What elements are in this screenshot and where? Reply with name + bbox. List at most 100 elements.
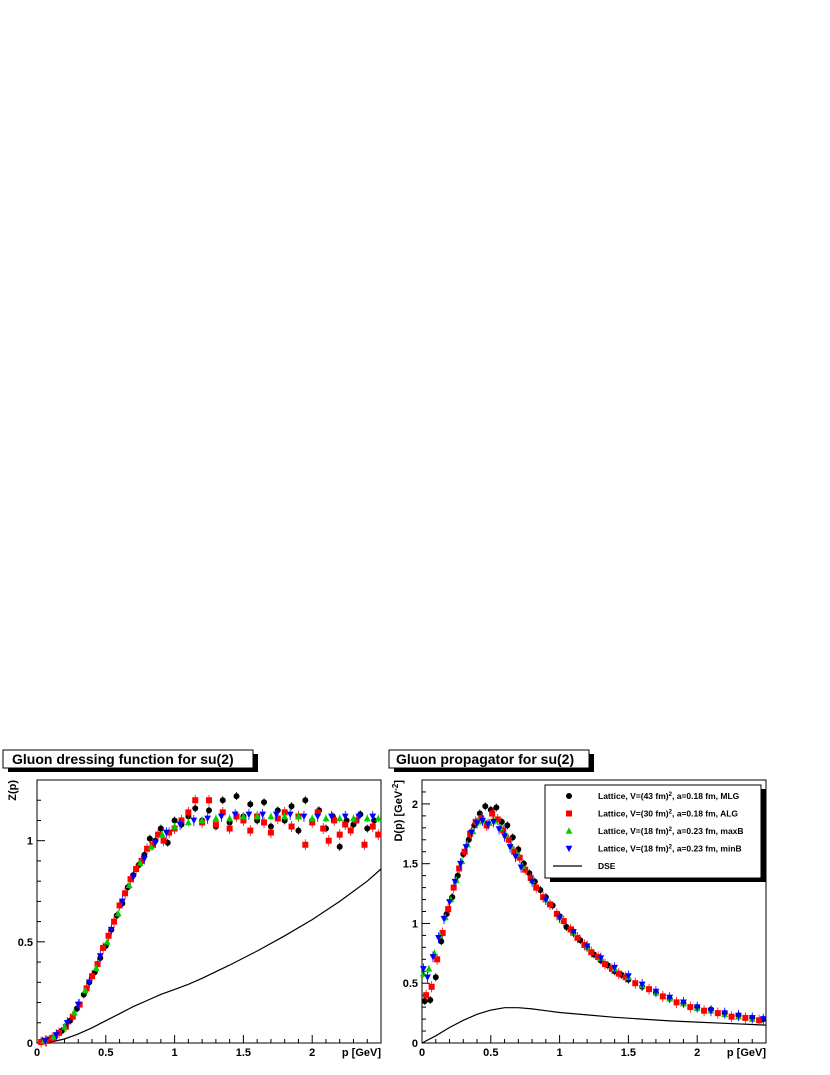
left-data-point bbox=[157, 825, 164, 832]
left-data-point bbox=[107, 926, 115, 934]
left-data-point bbox=[314, 813, 322, 821]
left-data-point bbox=[204, 815, 212, 823]
right-x-tick-label: 1.5 bbox=[621, 1047, 636, 1059]
left-data-point bbox=[355, 813, 363, 821]
left-data-point bbox=[92, 964, 100, 971]
left-data-point bbox=[155, 831, 162, 838]
right-data-point bbox=[638, 981, 646, 989]
left-data-point bbox=[281, 812, 289, 820]
left-data-point bbox=[350, 814, 357, 822]
left-data-point bbox=[302, 841, 309, 848]
left-data-point bbox=[127, 876, 134, 883]
right-chart-marks: 0 0.5 1 1.5 2 0 0.5 1 1.5 2 bbox=[403, 779, 767, 1059]
left-data-point bbox=[100, 944, 107, 951]
left-data-point bbox=[363, 814, 371, 822]
right-x-tick-label: 0 bbox=[419, 1047, 425, 1059]
left-data-point bbox=[192, 805, 199, 812]
left-x-axis-label: p [GeV] bbox=[342, 1047, 381, 1059]
left-data-point bbox=[281, 809, 288, 816]
left-data-point bbox=[233, 813, 240, 820]
right-data-point bbox=[533, 884, 540, 891]
legend-entry-label: DSE bbox=[598, 861, 616, 871]
right-data-point bbox=[465, 836, 472, 843]
right-y-tick-label: 0 bbox=[412, 1038, 418, 1050]
right-data-point bbox=[625, 973, 632, 980]
left-data-point bbox=[206, 797, 212, 804]
left-data-point bbox=[364, 825, 371, 832]
left-chart-title: Gluon dressing function for su(2) bbox=[12, 751, 234, 767]
right-data-point bbox=[602, 961, 609, 968]
right-data-point bbox=[421, 998, 428, 1005]
right-data-point bbox=[687, 1004, 694, 1011]
right-data-point bbox=[505, 836, 512, 843]
left-title-box: Gluon dressing function for su(2) bbox=[2, 749, 258, 772]
left-data-point bbox=[369, 813, 377, 821]
left-dse-curve bbox=[36, 868, 382, 1044]
right-data-point bbox=[756, 1017, 763, 1024]
left-data-point bbox=[52, 1032, 60, 1039]
left-data-point bbox=[206, 807, 212, 814]
left-data-point bbox=[184, 818, 192, 826]
right-data-point bbox=[622, 974, 629, 981]
right-y-tick-label: 1 bbox=[412, 918, 418, 930]
left-data-point bbox=[331, 817, 338, 824]
left-data-point bbox=[267, 829, 274, 836]
left-data-point bbox=[212, 814, 220, 822]
right-data-point bbox=[569, 929, 577, 936]
left-data-point bbox=[83, 985, 90, 992]
left-data-point bbox=[70, 1009, 78, 1016]
left-data-point bbox=[274, 815, 281, 822]
left-data-point bbox=[118, 898, 126, 905]
legend-entry-label: Lattice, V=(18 fm)2, a=0.23 fm, minB bbox=[598, 844, 742, 854]
left-data-point bbox=[114, 909, 122, 917]
left-data-point bbox=[302, 797, 309, 804]
right-data-point bbox=[608, 965, 615, 972]
left-data-point bbox=[147, 843, 155, 850]
left-data-point bbox=[50, 1033, 57, 1040]
legend-entry-label: Lattice, V=(43 fm)2, a=0.18 fm, MLG bbox=[598, 791, 740, 801]
right-data-point bbox=[479, 817, 486, 825]
left-data-point bbox=[240, 817, 247, 824]
right-data-point bbox=[707, 1007, 715, 1015]
legend-entry-label: Lattice, V=(18 fm)2, a=0.23 fm, maxB bbox=[598, 826, 744, 836]
left-data-point bbox=[259, 811, 267, 818]
left-data-point bbox=[286, 811, 294, 818]
right-data-point bbox=[693, 1004, 701, 1011]
right-data-point bbox=[506, 844, 514, 851]
right-data-point bbox=[581, 941, 588, 948]
left-x-tick-label: 0.5 bbox=[98, 1047, 113, 1059]
left-data-point bbox=[325, 837, 332, 844]
left-data-point bbox=[226, 825, 233, 832]
right-dse-curve bbox=[421, 1007, 767, 1044]
left-data-point bbox=[336, 814, 344, 822]
right-data-point bbox=[546, 901, 553, 908]
left-data-point bbox=[178, 817, 185, 824]
left-data-point bbox=[171, 817, 178, 824]
right-data-point bbox=[438, 938, 445, 945]
right-data-point bbox=[553, 910, 560, 917]
right-data-point bbox=[435, 935, 442, 942]
right-x-tick-label: 0.5 bbox=[483, 1047, 498, 1059]
left-y-tick-label: 0 bbox=[27, 1038, 33, 1050]
left-data-point bbox=[253, 812, 261, 820]
left-y-axis-label: Z(p) bbox=[7, 780, 19, 801]
left-data-point bbox=[261, 799, 268, 806]
left-data-point bbox=[219, 797, 226, 804]
left-data-point bbox=[176, 821, 184, 829]
left-data-point bbox=[38, 1038, 45, 1045]
right-data-point bbox=[446, 899, 453, 906]
left-data-point bbox=[300, 813, 308, 821]
right-data-point bbox=[462, 844, 470, 851]
left-x-tick-label: 2 bbox=[309, 1047, 315, 1059]
legend-entry-label: Lattice, V=(30 fm)2, a=0.18 fm, ALG bbox=[598, 809, 738, 819]
left-data-point bbox=[240, 812, 247, 820]
right-data-point bbox=[542, 896, 550, 904]
right-data-point bbox=[428, 983, 435, 990]
right-data-point bbox=[680, 999, 687, 1006]
left-data-point bbox=[288, 803, 295, 810]
legend-marker bbox=[565, 845, 573, 853]
right-data-point bbox=[574, 934, 581, 941]
right-y-axis-label: D(p) [GeV-2] bbox=[391, 780, 405, 842]
left-data-point bbox=[309, 819, 316, 826]
left-data-point bbox=[162, 829, 170, 837]
